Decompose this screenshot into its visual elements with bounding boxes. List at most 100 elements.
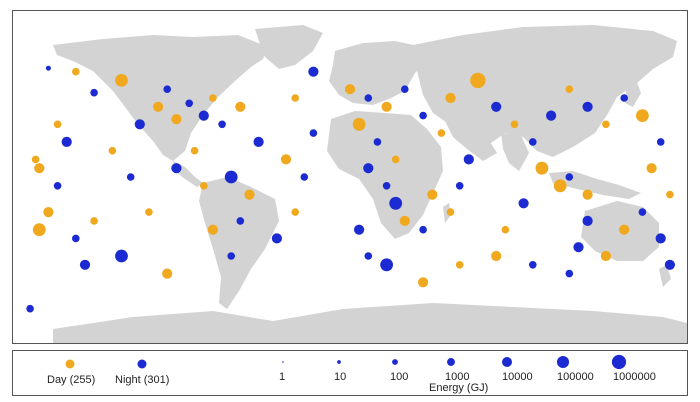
energy-level-1: 1 xyxy=(279,371,286,383)
legend-day-label: Day (255) xyxy=(47,374,96,386)
day-energy-point xyxy=(535,161,549,175)
legend-canvas xyxy=(65,354,627,370)
day-energy-point xyxy=(244,189,255,200)
day-energy-point xyxy=(491,250,502,262)
day-energy-point xyxy=(352,117,366,131)
night-energy-point xyxy=(300,173,309,181)
day-energy-point xyxy=(171,114,182,125)
land-arabia-india xyxy=(445,121,497,161)
day-energy-point xyxy=(291,94,300,102)
land-new-zealand xyxy=(659,265,671,287)
land-layer xyxy=(53,25,687,343)
map-canvas xyxy=(26,25,687,343)
day-energy-point xyxy=(190,146,199,155)
legend: Day (255) Night (301) 1 10 100 1000 1000… xyxy=(12,350,688,396)
day-energy-point xyxy=(619,224,630,235)
night-energy-point xyxy=(638,208,647,216)
night-energy-point xyxy=(308,66,319,77)
day-energy-point xyxy=(600,250,612,262)
day-energy-point xyxy=(437,129,446,137)
night-energy-point xyxy=(491,101,502,112)
energy-points xyxy=(26,65,676,313)
legend-day-dot xyxy=(65,359,75,369)
day-energy-point xyxy=(200,182,208,190)
legend-size-dot-10 xyxy=(337,360,341,364)
land-greenland xyxy=(255,25,323,69)
night-energy-point xyxy=(620,94,628,102)
day-energy-point xyxy=(666,190,674,199)
night-energy-point xyxy=(373,138,382,146)
night-energy-point xyxy=(363,163,374,174)
night-energy-point xyxy=(163,85,171,93)
night-energy-point xyxy=(364,252,373,260)
day-energy-point xyxy=(31,155,40,164)
night-energy-point xyxy=(224,170,238,184)
night-energy-point xyxy=(218,120,226,129)
night-energy-point xyxy=(134,119,145,130)
day-energy-point xyxy=(344,84,356,95)
land-africa xyxy=(327,111,443,239)
day-energy-point xyxy=(90,217,98,225)
day-energy-point xyxy=(427,189,438,200)
day-energy-point xyxy=(510,120,519,129)
night-energy-point xyxy=(655,233,666,244)
day-energy-point xyxy=(207,224,218,235)
legend-size-dot-1 xyxy=(282,361,284,363)
night-energy-point xyxy=(185,99,193,108)
night-energy-point xyxy=(664,259,676,270)
legend-size-dot-100000 xyxy=(556,355,570,369)
night-energy-point xyxy=(72,234,80,243)
day-energy-point xyxy=(445,92,456,104)
night-energy-point xyxy=(198,110,209,121)
day-energy-point xyxy=(646,163,657,174)
legend-energy-size-dots xyxy=(282,354,627,370)
day-energy-point xyxy=(553,179,567,193)
night-energy-point xyxy=(573,242,584,253)
day-energy-point xyxy=(209,94,217,102)
day-energy-point xyxy=(470,72,486,89)
night-energy-point xyxy=(90,88,98,97)
night-energy-point xyxy=(582,215,593,226)
day-energy-point xyxy=(418,277,429,288)
night-energy-point xyxy=(354,224,365,235)
day-energy-point xyxy=(446,208,455,216)
night-energy-point xyxy=(582,101,593,112)
day-energy-point xyxy=(501,225,510,234)
land-asia xyxy=(413,25,677,157)
night-energy-point xyxy=(389,196,403,210)
night-energy-point xyxy=(26,304,34,313)
land-europe xyxy=(329,41,427,105)
day-energy-point xyxy=(602,120,610,129)
energy-level-100000: 100000 xyxy=(557,371,594,383)
day-energy-point xyxy=(636,109,649,122)
night-energy-point xyxy=(79,259,91,270)
land-south-america xyxy=(199,177,279,309)
day-energy-point xyxy=(34,163,45,174)
day-energy-point xyxy=(162,268,173,279)
legend-size-dot-1000 xyxy=(447,358,455,366)
legend-night-dot xyxy=(137,359,147,369)
night-energy-point xyxy=(309,129,318,137)
night-energy-point xyxy=(171,163,182,174)
night-energy-point xyxy=(53,182,62,190)
night-energy-point xyxy=(419,111,427,120)
energy-level-1000000: 1000000 xyxy=(613,371,656,383)
night-energy-point xyxy=(546,110,557,121)
day-energy-point xyxy=(43,207,54,218)
day-energy-point xyxy=(72,67,80,76)
world-map xyxy=(12,10,688,344)
day-energy-point xyxy=(53,120,62,129)
land-japan xyxy=(625,77,641,107)
land-north-america xyxy=(53,35,268,161)
day-energy-point xyxy=(108,146,117,155)
night-energy-point xyxy=(529,138,537,146)
land-antarctica xyxy=(53,303,687,343)
night-energy-point xyxy=(518,198,529,209)
energy-level-100: 100 xyxy=(390,371,409,383)
energy-title: Energy (GJ) xyxy=(429,382,489,394)
night-energy-point xyxy=(529,261,537,269)
night-energy-point xyxy=(382,182,391,190)
night-energy-point xyxy=(61,136,72,147)
night-energy-point xyxy=(380,258,393,272)
night-energy-point xyxy=(126,173,135,181)
